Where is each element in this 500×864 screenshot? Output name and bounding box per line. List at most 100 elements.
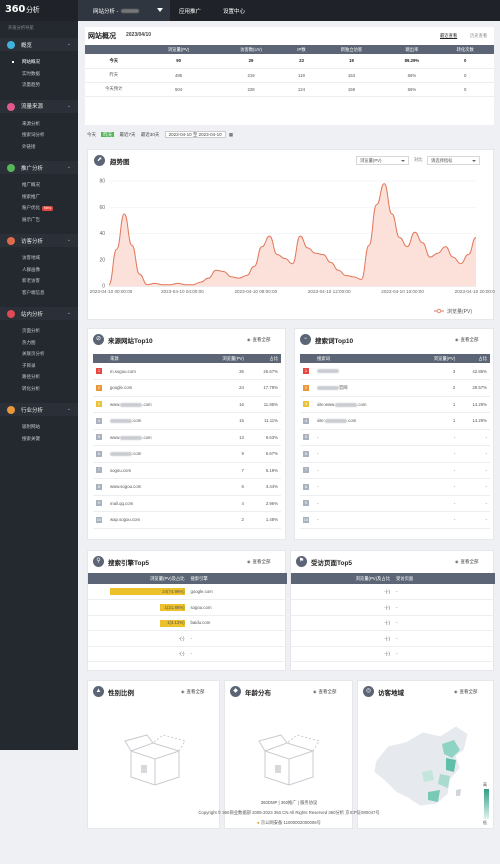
name-cell[interactable]: google.com: [107, 379, 194, 397]
sidebar-item[interactable]: 来源分析: [0, 118, 78, 129]
name-cell[interactable]: .com: [107, 445, 194, 463]
sidebar-item[interactable]: 客户端信息: [0, 287, 78, 298]
sidebar-item[interactable]: 页面分析: [0, 325, 78, 336]
date-last30[interactable]: 最近30天: [140, 132, 160, 137]
rank-cell: 1: [300, 363, 314, 380]
name-cell[interactable]: m.sogou.com: [107, 363, 194, 380]
gender-icon: ▲: [93, 686, 104, 697]
sidebar-item[interactable]: 人群画像: [0, 264, 78, 275]
sidebar-section-0[interactable]: 概览 ⌄: [0, 38, 78, 51]
name-cell[interactable]: sogou.com: [107, 462, 194, 479]
keyword-view-all[interactable]: 查看全部: [455, 337, 479, 343]
calendar-icon[interactable]: ▦: [228, 132, 234, 137]
sidebar-section-3[interactable]: 访客分析 ⌄: [0, 234, 78, 247]
sidebar-item[interactable]: 搜索关键: [0, 433, 78, 444]
name-cell[interactable]: -: [314, 445, 409, 463]
metric-select[interactable]: 浏览量(PV): [356, 156, 409, 165]
name-cell[interactable]: google.com: [187, 584, 287, 600]
name-cell[interactable]: -: [314, 429, 409, 446]
rank-badge: 1: [96, 368, 102, 374]
redacted-text: [120, 402, 143, 407]
landing-view-all[interactable]: 查看全部: [455, 559, 479, 565]
source-view-all[interactable]: 查看全部: [247, 337, 271, 343]
sidebar-item[interactable]: 吸附网站: [0, 421, 78, 432]
sidebar-section-2[interactable]: 推广分析 ⌄: [0, 161, 78, 174]
rank-cell: 1: [93, 363, 107, 380]
app-logo[interactable]: 360分析: [5, 4, 40, 15]
name-cell[interactable]: .com: [107, 412, 194, 430]
column-header: 浏览量(PV): [408, 354, 459, 363]
recent-view-link[interactable]: 最近查看: [440, 33, 458, 38]
compare-select[interactable]: 请选择指标: [427, 156, 480, 165]
name-cell[interactable]: sogou.com: [187, 599, 287, 616]
name-cell[interactable]: [314, 363, 409, 380]
link-icon: ⊘: [93, 334, 104, 345]
nav-app-promotion[interactable]: 应用推广: [179, 9, 202, 15]
rank-cell: 5: [300, 429, 314, 446]
site-selector[interactable]: 网站分析 -: [78, 0, 170, 21]
sidebar-item[interactable]: 推广概况: [0, 179, 78, 190]
sidebar-item[interactable]: 关联页分析: [0, 348, 78, 359]
sidebar-item[interactable]: 展示广告: [0, 214, 78, 225]
history-view-link[interactable]: 历史查看: [470, 33, 488, 38]
sidebar-item[interactable]: 外链接: [0, 141, 78, 152]
sidebar-item[interactable]: 实时数据: [0, 68, 78, 79]
nav-settings[interactable]: 设置中心: [223, 9, 246, 15]
name-cell[interactable]: baidu.com: [187, 615, 287, 631]
name-cell[interactable]: -: [314, 511, 409, 529]
table-cell: 0: [436, 68, 494, 83]
sidebar-item[interactable]: 访客地域: [0, 252, 78, 263]
sidebar-item[interactable]: 子目录: [0, 360, 78, 371]
percent-cell: 2.96%: [246, 495, 281, 512]
footer-links[interactable]: 360DMP | 360推广 | 服务协议: [260, 800, 318, 805]
sidebar-item[interactable]: 热力图: [0, 337, 78, 348]
rank-cell: 10: [300, 511, 314, 529]
date-range-input[interactable]: 2023-04-10 至 2023-04-10: [164, 131, 226, 138]
sidebar-item[interactable]: 搜索词分析: [0, 129, 78, 140]
name-cell[interactable]: -: [393, 646, 495, 662]
date-yesterday[interactable]: 昨天: [101, 132, 115, 137]
name-cell[interactable]: mail.qq.com: [107, 495, 194, 512]
date-last7[interactable]: 最近7天: [119, 132, 136, 137]
name-cell[interactable]: -: [187, 630, 287, 647]
sidebar-item[interactable]: 转化分析: [0, 383, 78, 394]
value-cell: 13: [193, 429, 247, 446]
name-cell[interactable]: -: [393, 584, 495, 600]
name-cell[interactable]: 官网: [314, 379, 409, 397]
y-tick-label: 80: [99, 179, 105, 185]
gender-view-all[interactable]: 查看全部: [181, 689, 205, 695]
sidebar-item[interactable]: 账户优化 New: [0, 202, 78, 213]
legend-label[interactable]: 浏览量(PV): [447, 308, 472, 315]
name-cell[interactable]: wap.sogou.com: [107, 511, 194, 529]
sidebar-item[interactable]: 流量趋势: [0, 79, 78, 90]
name-cell[interactable]: -: [187, 646, 287, 662]
sidebar-item[interactable]: 路径分析: [0, 371, 78, 382]
caret-down-icon: [157, 8, 163, 12]
name-cell[interactable]: -: [393, 599, 495, 616]
sidebar-item[interactable]: 新老访客: [0, 275, 78, 286]
column-header: [300, 354, 314, 363]
name-cell[interactable]: site:www. .com: [314, 396, 409, 413]
percent-cell: -: [458, 495, 490, 512]
name-cell[interactable]: www. .com: [107, 429, 194, 446]
engine-view-all[interactable]: 查看全部: [247, 559, 271, 565]
name-cell[interactable]: -: [393, 615, 495, 631]
sidebar-section-4[interactable]: 站内分析 ⌄: [0, 307, 78, 320]
sidebar-section-1[interactable]: 流量来源 ⌄: [0, 99, 78, 113]
name-cell[interactable]: www. .com: [107, 396, 194, 413]
name-cell[interactable]: -: [314, 478, 409, 496]
name-cell[interactable]: -: [393, 630, 495, 647]
value-cell: -(-): [291, 646, 393, 662]
name-cell[interactable]: www.sogou.com: [107, 478, 194, 496]
age-view-all[interactable]: 查看全部: [313, 689, 337, 695]
region-view-all[interactable]: 查看全部: [454, 689, 478, 695]
sidebar-item[interactable]: 网站概况: [0, 56, 78, 67]
name-cell[interactable]: -: [314, 462, 409, 479]
name-cell[interactable]: -: [314, 495, 409, 512]
name-cell[interactable]: site: .com: [314, 412, 409, 430]
sidebar-section-5[interactable]: 行业分析 ⌄: [0, 403, 78, 416]
sidebar-item[interactable]: 搜索推广: [0, 191, 78, 202]
rank-cell: 2: [300, 379, 314, 397]
date-today[interactable]: 今天: [87, 132, 96, 137]
table-row: 1 m.sogou.com 36 26.67%: [93, 363, 281, 380]
